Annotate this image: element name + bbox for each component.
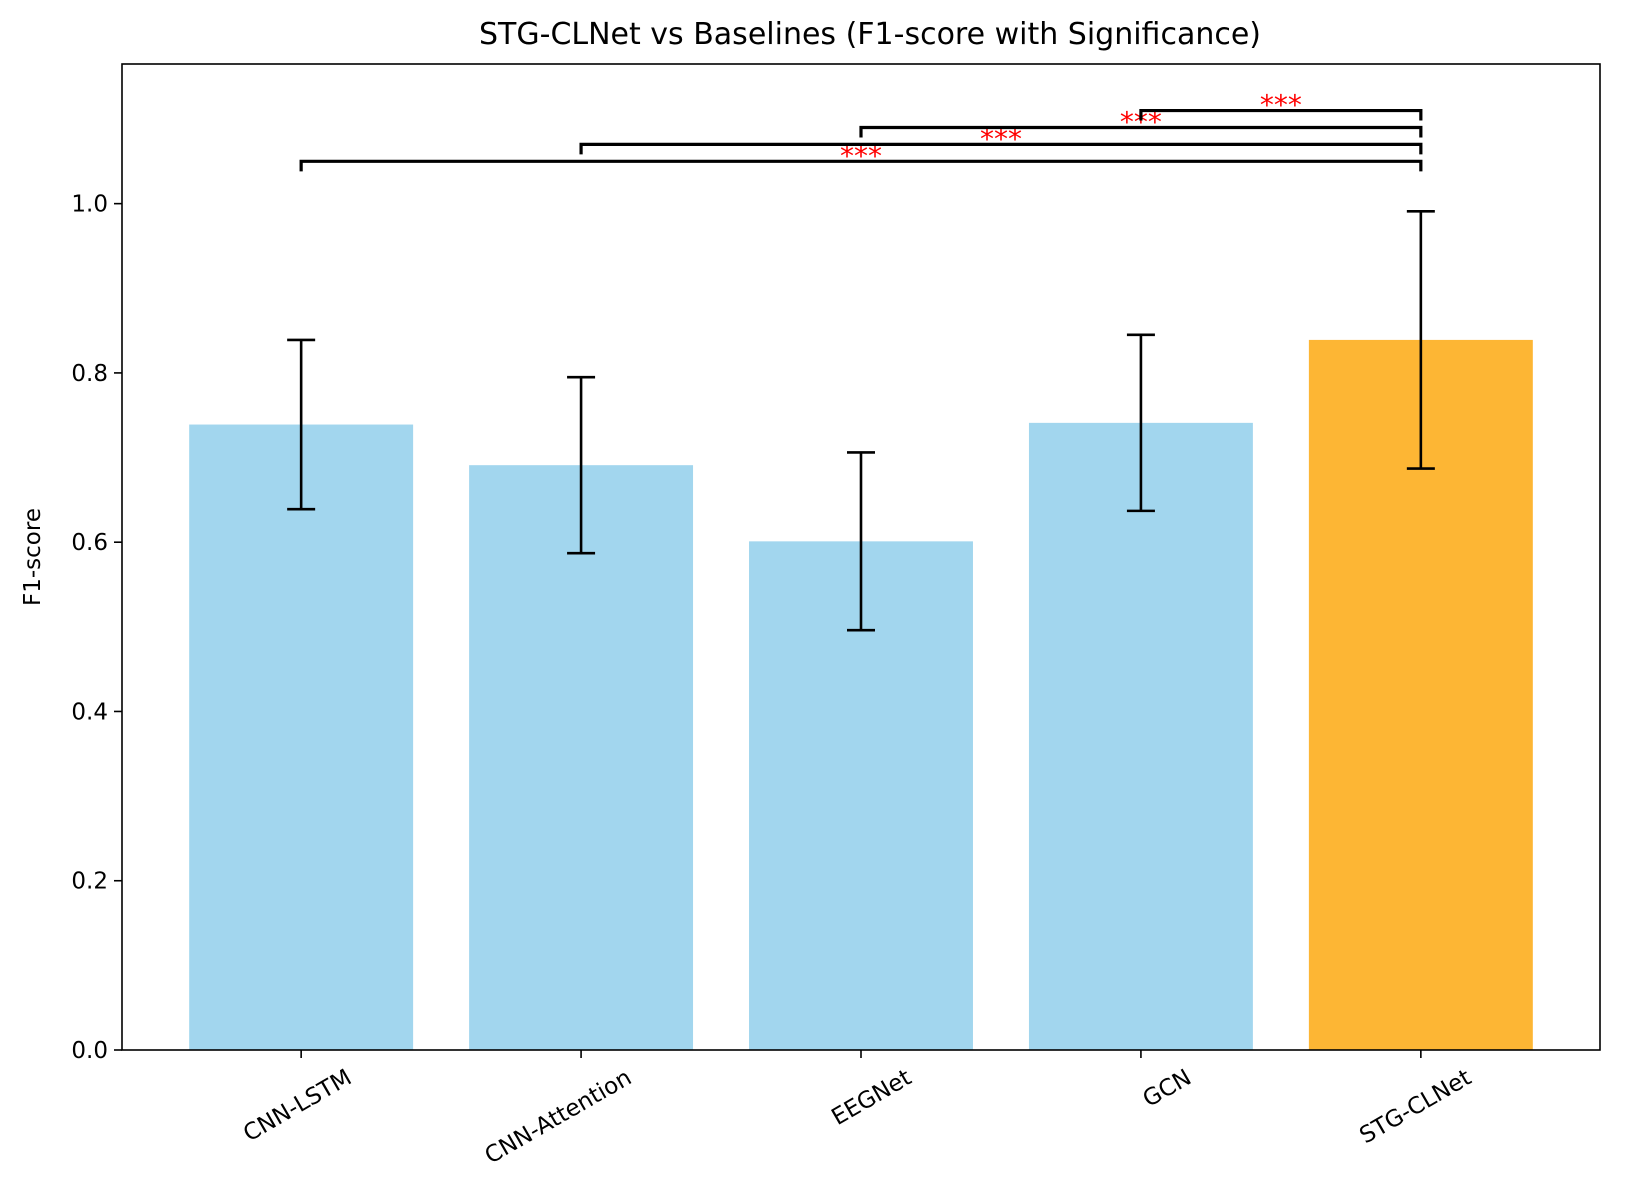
error-bar-gcn xyxy=(1126,333,1155,513)
significance-bracket-line xyxy=(579,142,1423,155)
bar-cnn-attention xyxy=(469,465,694,1051)
significance-bracket-line xyxy=(1139,108,1423,121)
y-tick-label: 0.4 xyxy=(71,699,108,725)
y-tick-label: 0.8 xyxy=(71,361,108,387)
y-tick-label: 1.0 xyxy=(71,192,108,218)
bars-layer xyxy=(189,339,1533,1051)
bar-cnn-lstm xyxy=(189,424,414,1051)
significance-bracket-4: *** xyxy=(1139,89,1423,122)
y-axis-label: F1-score xyxy=(20,508,46,606)
y-tick-label: 0.6 xyxy=(71,530,108,556)
chart-title: STG-CLNet vs Baselines (F1-score with Si… xyxy=(479,17,1261,52)
x-tick-label-gcn: GCN xyxy=(1139,1065,1196,1113)
x-tick-label-eegnet: EEGNet xyxy=(827,1065,916,1131)
significance-layer: ************ xyxy=(299,89,1423,172)
x-tick-label-stg-clnet: STG-CLNet xyxy=(1355,1065,1475,1150)
significance-bracket-line xyxy=(859,125,1423,138)
x-tick-label-cnn-attention: CNN-Attention xyxy=(481,1065,636,1170)
error-bar-eegnet xyxy=(847,451,875,632)
y-tick-label: 0.2 xyxy=(71,869,108,895)
bar-gcn xyxy=(1028,422,1253,1050)
significance-label: *** xyxy=(1260,89,1302,122)
x-tick-label-cnn-lstm: CNN-LSTM xyxy=(239,1065,356,1148)
error-bar-stg-clnet xyxy=(1406,209,1435,470)
y-axis: 0.0 0.2 0.4 0.6 0.8 1.0 xyxy=(71,192,122,1064)
significance-bracket-line xyxy=(299,159,1423,172)
significance-bracket-3: *** xyxy=(859,105,1423,138)
error-bar-cnn-lstm xyxy=(287,338,316,511)
error-bars-layer xyxy=(287,209,1435,632)
x-axis: CNN-LSTM CNN-Attention EEGNet GCN STG-CLNet xyxy=(239,1050,1476,1169)
error-bar-cnn-attention xyxy=(567,375,596,555)
y-tick-label: 0.0 xyxy=(71,1038,108,1064)
